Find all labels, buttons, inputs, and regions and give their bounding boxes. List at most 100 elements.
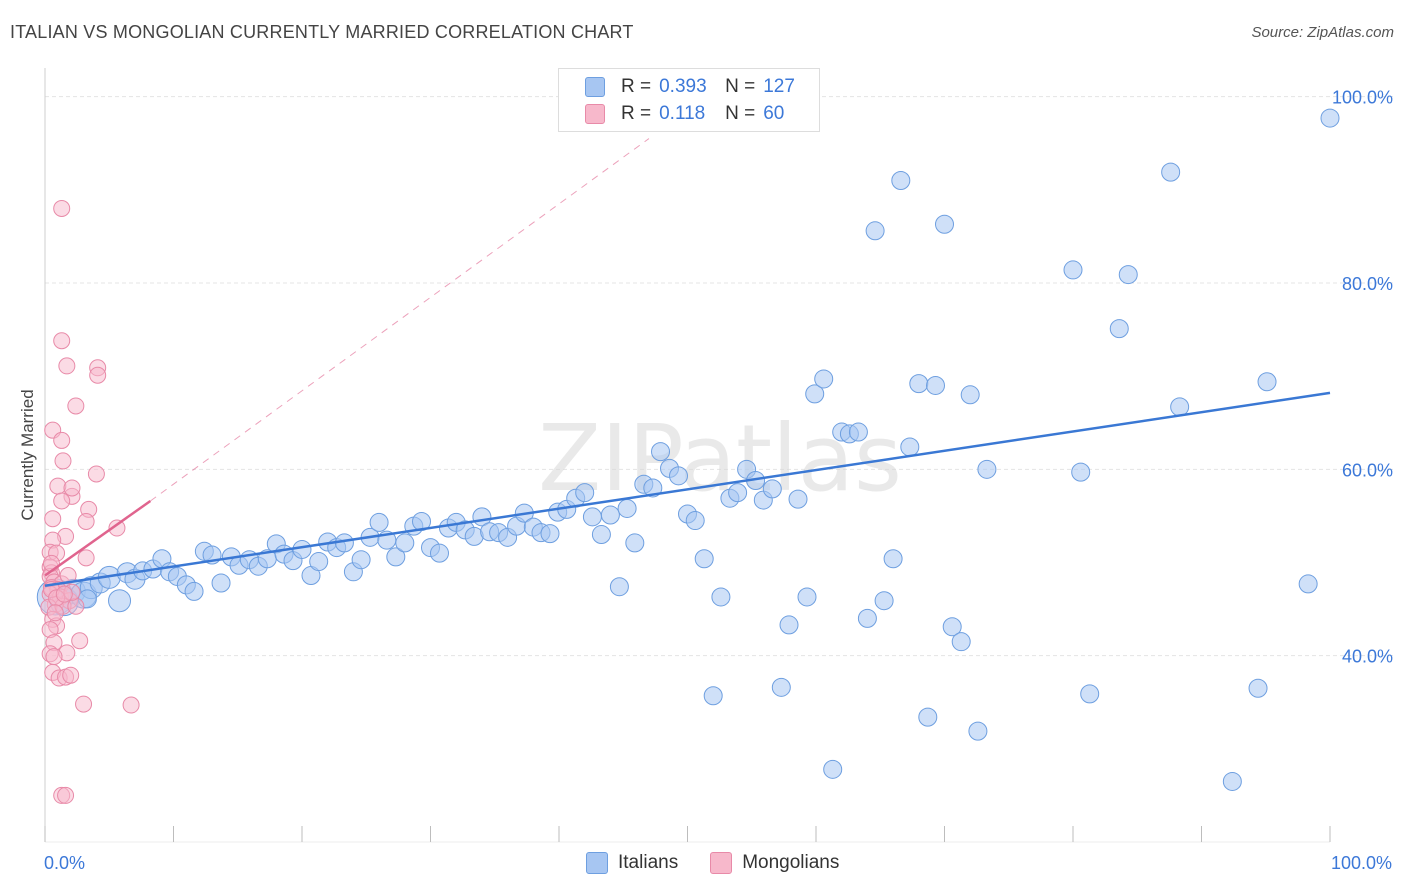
mongolians-point (58, 357, 76, 375)
italians-point (1118, 265, 1138, 285)
italians-point (1222, 771, 1242, 791)
italians-point (728, 483, 748, 503)
italians-point (1161, 162, 1181, 182)
italians-point (771, 677, 791, 697)
mongolians-point (55, 585, 73, 603)
italians-point (685, 511, 705, 531)
italians-legend-label: Italians (618, 852, 679, 873)
italians-point (891, 170, 911, 190)
italians-point (951, 632, 971, 652)
mongolians-point (53, 431, 71, 449)
mongolians-point (44, 510, 62, 528)
mongolians-trend-line (44, 499, 152, 577)
mongolians-trend-extension (150, 138, 650, 502)
r-value-italians: 0.393 (659, 76, 707, 97)
italians-point (1257, 372, 1277, 392)
axes-layer (44, 68, 1331, 843)
mongolians-points (40, 199, 140, 804)
mongolians-point (71, 632, 89, 650)
y-tick-label: 80.0% (1342, 274, 1393, 294)
legend-row-italians: R = 0.393 N = 127 (585, 75, 795, 99)
italians-point (643, 478, 663, 498)
italians-point (1063, 260, 1083, 280)
r-label: R = (621, 103, 652, 124)
italians-point (1170, 397, 1190, 417)
italians-point (575, 483, 595, 503)
italians-point (823, 759, 843, 779)
italians-point (292, 539, 312, 559)
r-label: R = (621, 76, 652, 97)
italians-point (369, 512, 389, 532)
correlation-legend: R = 0.393 N = 127 R = 0.118 N = 60 (558, 68, 820, 132)
italians-point (788, 489, 808, 509)
italians-swatch (585, 77, 605, 97)
italians-point (694, 549, 714, 569)
italians-point (429, 543, 449, 563)
tick-labels: 40.0% 60.0% 80.0% 100.0% 0.0% 100.0% (44, 88, 1393, 873)
source-label: Source: ZipAtlas.com (1251, 24, 1394, 41)
italians-point (968, 721, 988, 741)
mongolians-point (108, 519, 126, 537)
italians-point (918, 707, 938, 727)
italians-point (926, 375, 946, 395)
italians-point (351, 550, 371, 570)
mongolians-point (57, 786, 75, 804)
mongolians-legend-label: Mongolians (742, 852, 840, 873)
italians-point (703, 686, 723, 706)
y-tick-label: 100.0% (1332, 88, 1393, 108)
italians-point (540, 524, 560, 544)
italians-point (184, 581, 204, 601)
italians-point (977, 459, 997, 479)
mongolians-point (45, 648, 63, 666)
trend-lines (44, 138, 1331, 588)
italians-point (797, 587, 817, 607)
mongolians-point (77, 512, 95, 530)
italians-point (395, 533, 415, 553)
mongolians-point (63, 479, 81, 497)
mongolians-point (53, 199, 71, 217)
italians-trend-line (44, 391, 1331, 588)
mongolians-point (75, 695, 93, 713)
italians-point (591, 525, 611, 545)
mongolians-point (87, 465, 105, 483)
italians-point (883, 549, 903, 569)
italians-point (779, 615, 799, 635)
n-label: N = (725, 103, 756, 124)
italians-point (1109, 319, 1129, 339)
italians-point (669, 466, 689, 486)
mongolians-point (67, 397, 85, 415)
mongolians-point (42, 554, 60, 572)
italians-point (762, 479, 782, 499)
italians-point (1248, 678, 1268, 698)
italians-point (865, 221, 885, 241)
r-value-mongolians: 0.118 (659, 103, 706, 124)
italians-point (848, 422, 868, 442)
mongolians-swatch (585, 104, 605, 124)
mongolians-point (53, 492, 71, 510)
mongolians-point (49, 477, 67, 495)
legend-item-italians[interactable]: Italians (586, 852, 678, 874)
series-legend: Italians Mongolians (586, 852, 871, 874)
italians-point (857, 608, 877, 628)
n-value-mongolians: 60 (763, 103, 785, 124)
legend-row-mongolians: R = 0.118 N = 60 (585, 102, 784, 126)
italians-point (211, 573, 231, 593)
italians-point (909, 374, 929, 394)
italians-point (814, 369, 834, 389)
italians-point (935, 214, 954, 234)
italians-point (609, 577, 629, 597)
n-label: N = (725, 76, 756, 97)
italians-point (309, 552, 329, 572)
y-tick-label: 60.0% (1342, 460, 1393, 480)
mongolians-point (77, 549, 95, 567)
italians-point (711, 587, 731, 607)
mongolians-legend-swatch (710, 852, 733, 874)
mongolians-point (46, 604, 64, 622)
italians-point (108, 589, 132, 613)
legend-item-mongolians[interactable]: Mongolians (710, 852, 839, 874)
mongolians-point (62, 666, 80, 684)
mongolians-point (89, 366, 107, 384)
italians-point (874, 591, 894, 611)
italians-point (1320, 108, 1340, 128)
